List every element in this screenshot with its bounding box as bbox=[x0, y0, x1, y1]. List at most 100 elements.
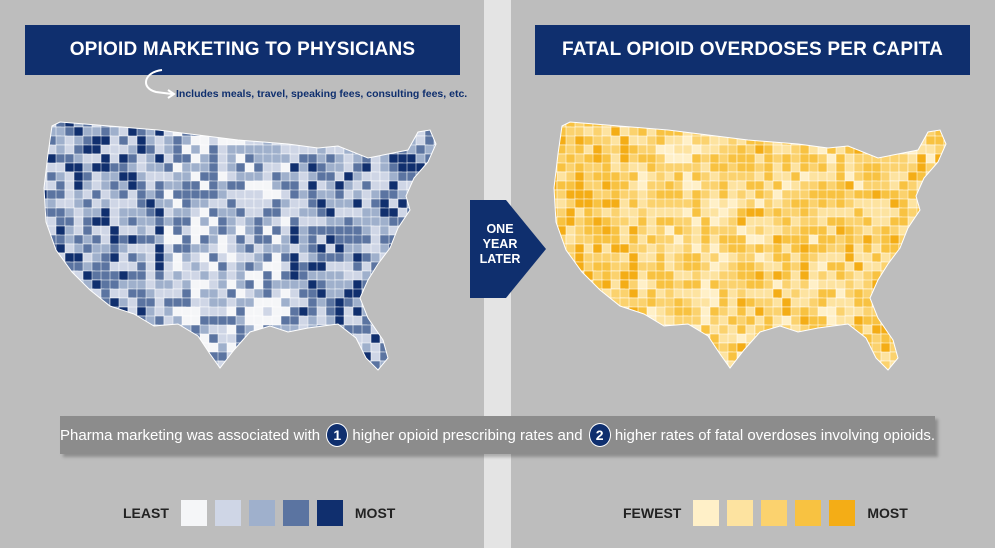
county-cell bbox=[118, 279, 129, 291]
county-cell bbox=[280, 252, 291, 263]
county-cell bbox=[719, 379, 730, 388]
county-cell bbox=[898, 351, 912, 364]
county-cell bbox=[763, 252, 774, 263]
county-cell bbox=[82, 252, 94, 263]
county-cell bbox=[388, 324, 399, 338]
county-cell bbox=[827, 379, 840, 388]
county-cell bbox=[745, 360, 761, 370]
county-cell bbox=[664, 126, 675, 138]
county-cell bbox=[415, 122, 426, 131]
county-cell bbox=[619, 288, 631, 299]
county-cell bbox=[127, 333, 140, 344]
county-cell bbox=[746, 379, 755, 388]
county-cell bbox=[880, 135, 892, 149]
county-cell bbox=[424, 198, 436, 211]
county-cell bbox=[790, 369, 805, 370]
county-cell bbox=[943, 288, 946, 301]
county-cell bbox=[208, 369, 223, 370]
county-cell bbox=[628, 198, 639, 210]
county-cell bbox=[880, 122, 895, 129]
county-cell bbox=[790, 162, 802, 174]
county-cell bbox=[253, 225, 265, 236]
number-badge-2: 2 bbox=[588, 423, 611, 447]
county-cell bbox=[916, 243, 929, 254]
county-cell bbox=[244, 369, 255, 370]
county-cell bbox=[953, 352, 964, 362]
county-cell bbox=[808, 122, 819, 129]
county-cell bbox=[452, 244, 458, 253]
county-cell bbox=[638, 379, 652, 388]
county-cell bbox=[82, 297, 97, 308]
county-cell bbox=[406, 270, 421, 282]
county-cell bbox=[118, 324, 134, 335]
county-cell bbox=[610, 324, 621, 338]
county-cell bbox=[907, 342, 921, 355]
county-cell bbox=[646, 342, 659, 356]
county-cell bbox=[370, 279, 381, 290]
county-cell bbox=[682, 122, 695, 131]
county-cell bbox=[907, 261, 919, 274]
county-cell bbox=[433, 144, 436, 157]
county-cell bbox=[163, 243, 174, 255]
county-cell bbox=[262, 342, 273, 355]
county-cell bbox=[745, 369, 758, 370]
county-cell bbox=[100, 216, 111, 228]
county-cell bbox=[583, 252, 594, 264]
county-cell bbox=[898, 135, 913, 147]
county-cell bbox=[646, 180, 657, 191]
county-cell bbox=[943, 234, 946, 245]
county-cell bbox=[443, 253, 455, 264]
legend-swatch-3 bbox=[248, 500, 275, 526]
county-cell bbox=[74, 379, 84, 388]
county-cell bbox=[118, 351, 133, 363]
county-cell bbox=[853, 360, 867, 370]
county-cell bbox=[907, 306, 922, 319]
county-cell bbox=[388, 288, 403, 299]
county-cell bbox=[452, 208, 458, 217]
county-cell bbox=[637, 333, 651, 346]
county-cell bbox=[619, 122, 631, 128]
county-cell bbox=[574, 324, 589, 335]
county-cell bbox=[218, 379, 229, 388]
county-cell bbox=[835, 351, 848, 363]
county-cell bbox=[262, 369, 275, 370]
county-cell bbox=[424, 360, 436, 370]
county-cell bbox=[628, 369, 640, 370]
county-cell bbox=[736, 270, 748, 282]
county-cell bbox=[763, 360, 777, 370]
county-cell bbox=[56, 379, 65, 388]
county-cell bbox=[925, 189, 940, 202]
county-cell bbox=[217, 126, 228, 138]
county-cell bbox=[389, 379, 403, 388]
county-cell bbox=[406, 180, 417, 191]
county-cell bbox=[415, 369, 427, 370]
county-cell bbox=[398, 379, 412, 388]
county-cell bbox=[925, 234, 940, 245]
county-cell bbox=[953, 145, 963, 157]
county-cell bbox=[118, 306, 129, 320]
county-cell bbox=[592, 288, 604, 299]
county-cell bbox=[44, 234, 49, 247]
county-cell bbox=[880, 225, 892, 236]
county-cell bbox=[664, 351, 677, 364]
county-cell bbox=[953, 154, 963, 163]
county-cell bbox=[763, 207, 775, 219]
county-cell bbox=[835, 342, 849, 354]
county-cell bbox=[379, 135, 394, 146]
county-cell bbox=[226, 261, 238, 272]
county-cell bbox=[943, 153, 946, 167]
county-cell bbox=[835, 360, 848, 370]
county-cell bbox=[646, 360, 659, 370]
county-cell bbox=[962, 325, 968, 337]
county-cell bbox=[154, 333, 169, 345]
county-cell bbox=[889, 279, 901, 292]
county-cell bbox=[290, 379, 299, 388]
county-cell bbox=[352, 216, 363, 227]
county-cell bbox=[325, 360, 338, 370]
county-cell bbox=[397, 324, 413, 337]
county-cell bbox=[799, 333, 813, 345]
county-cell bbox=[452, 181, 458, 190]
county-cell bbox=[92, 379, 105, 388]
county-cell bbox=[73, 297, 89, 310]
county-cell bbox=[826, 122, 842, 130]
